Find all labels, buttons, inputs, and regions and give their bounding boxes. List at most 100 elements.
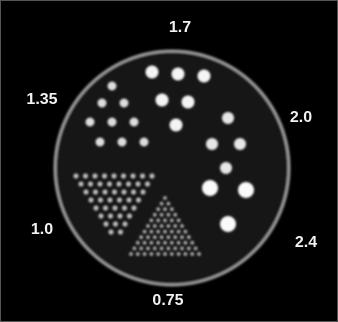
rod	[145, 181, 150, 186]
rod	[130, 118, 139, 127]
rod	[153, 235, 157, 239]
rod	[112, 205, 117, 210]
rod	[150, 230, 154, 234]
rod	[133, 247, 137, 251]
rod	[197, 252, 201, 256]
rod	[118, 138, 127, 147]
rod	[121, 189, 126, 194]
rod	[177, 219, 181, 223]
rod	[136, 241, 140, 245]
rod	[83, 173, 88, 178]
rod	[156, 207, 160, 211]
rod	[190, 252, 194, 256]
rod	[107, 181, 112, 186]
rod	[156, 252, 160, 256]
rod	[194, 247, 198, 251]
rod	[160, 202, 164, 206]
rod	[173, 213, 177, 217]
rod	[163, 196, 167, 200]
rod	[156, 241, 160, 245]
rod	[238, 182, 254, 198]
rod	[83, 189, 88, 194]
rod	[149, 173, 154, 178]
rod	[187, 235, 191, 239]
rod	[170, 207, 174, 211]
rod	[116, 181, 121, 186]
rod	[156, 230, 160, 234]
rod	[167, 202, 171, 206]
rod	[170, 252, 174, 256]
rod	[107, 197, 112, 202]
rod	[140, 189, 145, 194]
page: 1.7 1.35 2.0 1.0 2.4 0.75 (() => { const…	[0, 0, 338, 322]
rod	[187, 247, 191, 251]
rod	[173, 235, 177, 239]
phantom-image: 1.7 1.35 2.0 1.0 2.4 0.75	[0, 0, 338, 322]
rod	[93, 189, 98, 194]
rod	[129, 252, 133, 256]
rod	[118, 229, 123, 234]
rod	[98, 197, 103, 202]
rod	[112, 189, 117, 194]
rod	[96, 138, 105, 147]
rod	[78, 181, 83, 186]
rod	[163, 219, 167, 223]
rod	[122, 205, 127, 210]
rod	[122, 221, 127, 226]
rod	[177, 230, 181, 234]
rod	[136, 252, 140, 256]
rod	[182, 96, 195, 109]
rod	[102, 173, 107, 178]
rod	[222, 112, 234, 124]
rod	[150, 219, 154, 223]
rod	[170, 241, 174, 245]
section-label: 1.35	[26, 91, 57, 108]
rod	[160, 213, 164, 217]
rod	[108, 213, 113, 218]
rod	[117, 197, 122, 202]
rod	[86, 118, 95, 127]
rod	[139, 247, 143, 251]
rod	[173, 247, 177, 251]
rod	[170, 219, 174, 223]
rod	[92, 173, 97, 178]
rod	[121, 173, 126, 178]
rod	[143, 241, 147, 245]
rod	[126, 181, 131, 186]
rod	[93, 205, 98, 210]
rod	[130, 173, 135, 178]
rod	[177, 252, 181, 256]
rod	[206, 138, 218, 150]
rod	[163, 241, 167, 245]
rod	[202, 180, 218, 196]
rod	[131, 189, 136, 194]
rod	[153, 247, 157, 251]
rod	[167, 213, 171, 217]
rod	[184, 230, 188, 234]
rod	[184, 252, 188, 256]
rod	[146, 247, 150, 251]
rod	[220, 216, 236, 232]
rod	[160, 224, 164, 228]
rod	[156, 94, 169, 107]
section-label: 1.7	[169, 19, 191, 36]
section-label: 2.4	[295, 234, 317, 251]
rod	[172, 68, 185, 81]
rod	[143, 252, 147, 256]
rod	[234, 138, 246, 150]
rod	[103, 205, 108, 210]
rod	[180, 224, 184, 228]
section-label: 2.0	[290, 109, 312, 126]
rod	[198, 70, 211, 83]
rod	[153, 213, 157, 217]
rod	[180, 247, 184, 251]
rod	[131, 205, 136, 210]
rod	[108, 82, 117, 91]
rod	[102, 189, 107, 194]
rod	[163, 230, 167, 234]
rod	[73, 173, 78, 178]
rod	[127, 213, 132, 218]
rod	[111, 173, 116, 178]
rod	[180, 235, 184, 239]
rod	[113, 221, 118, 226]
